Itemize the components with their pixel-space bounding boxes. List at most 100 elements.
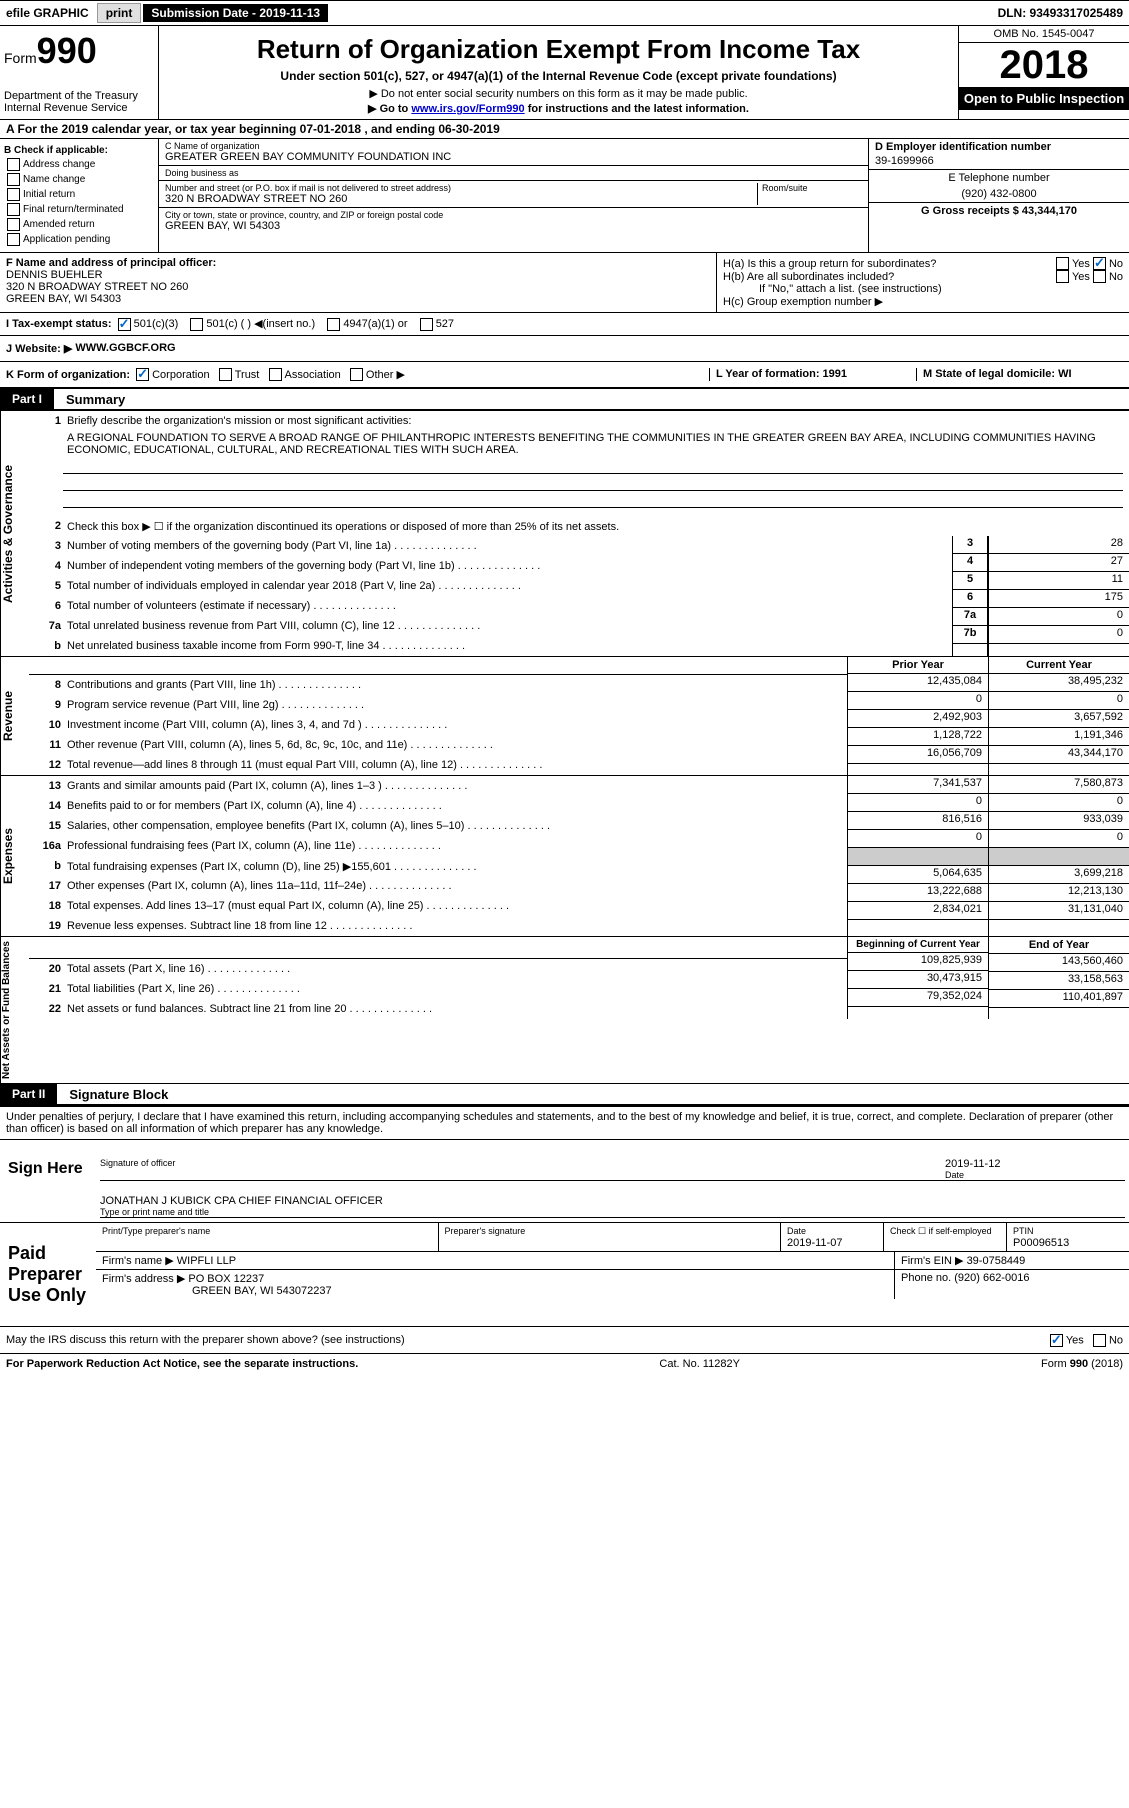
- name-change-checkbox[interactable]: [7, 173, 20, 186]
- part2-label: Part II: [0, 1084, 57, 1104]
- hb-yes[interactable]: [1056, 270, 1069, 283]
- print-button[interactable]: print: [97, 3, 142, 23]
- gov-line-desc: Total unrelated business revenue from Pa…: [67, 620, 948, 632]
- mission-text: A REGIONAL FOUNDATION TO SERVE A BROAD R…: [67, 432, 1125, 456]
- gov-line-value: 11: [989, 572, 1129, 590]
- org-name-label: C Name of organization: [165, 141, 862, 151]
- exp-prior-value: 816,516: [848, 812, 988, 830]
- other-checkbox[interactable]: [350, 368, 363, 381]
- discuss-question: May the IRS discuss this return with the…: [6, 1334, 1047, 1346]
- exp-curr-value: 3,699,218: [989, 866, 1129, 884]
- 4947-checkbox[interactable]: [327, 318, 340, 331]
- part2-title: Signature Block: [57, 1087, 168, 1102]
- goto-pre: ▶ Go to: [368, 103, 411, 115]
- 501c3-checkbox[interactable]: [118, 318, 131, 331]
- omb-number: OMB No. 1545-0047: [959, 26, 1129, 43]
- ein-value: 39-1699966: [875, 155, 1123, 167]
- gov-line-desc: Number of voting members of the governin…: [67, 540, 948, 552]
- exp-prior-value: 0: [848, 830, 988, 848]
- firm-phone: (920) 662-0016: [954, 1272, 1029, 1284]
- exp-line-desc: Total expenses. Add lines 13–17 (must eq…: [67, 900, 843, 912]
- vtab-governance: Activities & Governance: [0, 411, 29, 656]
- net-prior-value: 30,473,915: [848, 971, 988, 989]
- discuss-yes[interactable]: [1050, 1334, 1063, 1347]
- rev-curr-value: 0: [989, 692, 1129, 710]
- dba-label: Doing business as: [165, 168, 862, 178]
- exp-prior-value: 0: [848, 794, 988, 812]
- prior-year-hdr: Prior Year: [848, 657, 988, 674]
- prep-sig-label: Preparer's signature: [445, 1226, 526, 1236]
- exp-curr-value: 12,213,130: [989, 884, 1129, 902]
- ha-no[interactable]: [1093, 257, 1106, 270]
- mission-blank: [63, 474, 1123, 491]
- rev-curr-value: 1,191,346: [989, 728, 1129, 746]
- rev-line-desc: Investment income (Part VIII, column (A)…: [67, 719, 843, 731]
- tax-status-label: I Tax-exempt status:: [6, 318, 112, 330]
- year-formation: L Year of formation: 1991: [709, 368, 916, 382]
- form-footer: Form 990 (2018): [1041, 1358, 1123, 1370]
- part1-title: Summary: [54, 392, 125, 407]
- street-value: 320 N BROADWAY STREET NO 260: [165, 193, 757, 205]
- discuss-no[interactable]: [1093, 1334, 1106, 1347]
- gov-line-value: 0: [989, 626, 1129, 644]
- form-number: Form990: [4, 30, 154, 72]
- phone-value: (920) 432-0800: [875, 188, 1123, 200]
- exp-curr-value: 933,039: [989, 812, 1129, 830]
- efile-label: efile GRAPHIC: [0, 6, 95, 20]
- prep-date: 2019-11-07: [787, 1237, 842, 1249]
- city-value: GREEN BAY, WI 54303: [165, 220, 862, 232]
- section-b-label: B Check if applicable:: [4, 145, 154, 156]
- officer-street: 320 N BROADWAY STREET NO 260: [6, 281, 710, 293]
- street-label: Number and street (or P.O. box if mail i…: [165, 183, 757, 193]
- rev-prior-value: 12,435,084: [848, 674, 988, 692]
- website-label: J Website: ▶: [6, 342, 72, 355]
- mission-blank: [63, 457, 1123, 474]
- dln-label: DLN: 93493317025489: [998, 6, 1129, 20]
- paid-preparer-label: Paid Preparer Use Only: [0, 1223, 96, 1326]
- application-pending-checkbox[interactable]: [7, 233, 20, 246]
- officer-signed-name: JONATHAN J KUBICK CPA CHIEF FINANCIAL OF…: [100, 1195, 383, 1207]
- gov-line-value: 175: [989, 590, 1129, 608]
- corp-checkbox[interactable]: [136, 368, 149, 381]
- final-return-checkbox[interactable]: [7, 203, 20, 216]
- net-prior-value: 79,352,024: [848, 989, 988, 1007]
- exp-line-desc: Benefits paid to or for members (Part IX…: [67, 800, 843, 812]
- hc-label: H(c) Group exemption number ▶: [723, 295, 1123, 308]
- ha-yes[interactable]: [1056, 257, 1069, 270]
- part1-label: Part I: [0, 389, 54, 409]
- trust-checkbox[interactable]: [219, 368, 232, 381]
- dept-label: Department of the Treasury Internal Reve…: [4, 90, 154, 114]
- ssn-note: ▶ Do not enter social security numbers o…: [167, 87, 950, 100]
- amended-checkbox[interactable]: [7, 218, 20, 231]
- exp-prior-value: 13,222,688: [848, 884, 988, 902]
- 501c-checkbox[interactable]: [190, 318, 203, 331]
- sig-officer-label: Signature of officer: [100, 1158, 945, 1180]
- exp-prior-value: 5,064,635: [848, 866, 988, 884]
- hb-note: If "No," attach a list. (see instruction…: [723, 283, 1123, 295]
- rev-line-desc: Total revenue—add lines 8 through 11 (mu…: [67, 759, 843, 771]
- goto-post: for instructions and the latest informat…: [525, 103, 749, 115]
- exp-line-desc: Grants and similar amounts paid (Part IX…: [67, 780, 843, 792]
- vtab-expenses: Expenses: [0, 776, 29, 936]
- instructions-link[interactable]: www.irs.gov/Form990: [411, 103, 524, 115]
- initial-return-checkbox[interactable]: [7, 188, 20, 201]
- firm-addr1: PO BOX 12237: [188, 1273, 264, 1285]
- assoc-checkbox[interactable]: [269, 368, 282, 381]
- exp-prior-value: 2,834,021: [848, 902, 988, 920]
- tax-year-range: A For the 2019 calendar year, or tax yea…: [0, 120, 1129, 139]
- gross-receipts: G Gross receipts $ 43,344,170: [875, 205, 1123, 217]
- rev-prior-value: 1,128,722: [848, 728, 988, 746]
- print-name-label: Print/Type preparer's name: [102, 1226, 210, 1236]
- 527-checkbox[interactable]: [420, 318, 433, 331]
- net-curr-value: 33,158,563: [989, 972, 1129, 990]
- officer-name: DENNIS BUEHLER: [6, 269, 710, 281]
- address-change-checkbox[interactable]: [7, 158, 20, 171]
- vtab-revenue: Revenue: [0, 657, 29, 775]
- officer-city: GREEN BAY, WI 54303: [6, 293, 710, 305]
- net-line-desc: Net assets or fund balances. Subtract li…: [67, 1003, 843, 1015]
- sign-here-label: Sign Here: [0, 1140, 96, 1222]
- inspection-label: Open to Public Inspection: [959, 87, 1129, 110]
- hb-no[interactable]: [1093, 270, 1106, 283]
- exp-shaded: [989, 848, 1129, 866]
- net-curr-value: 110,401,897: [989, 990, 1129, 1008]
